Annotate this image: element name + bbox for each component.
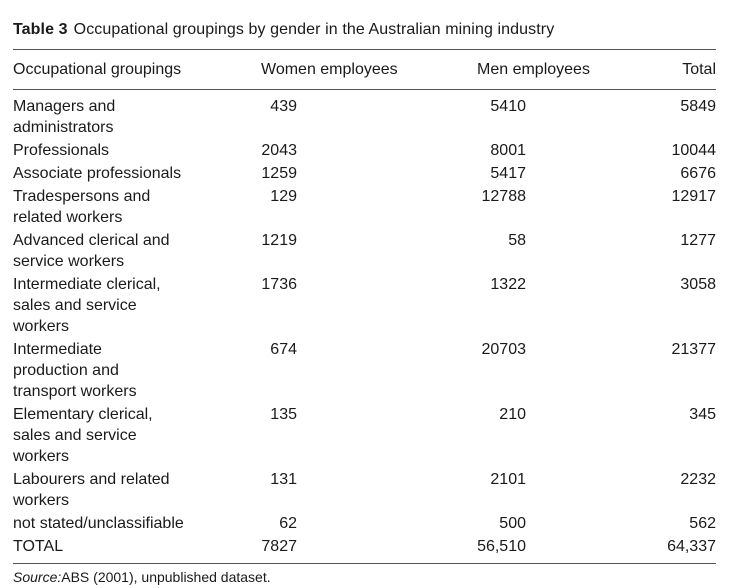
top-rule	[13, 49, 716, 50]
occupation-label: Professionals	[13, 140, 223, 161]
occupation-label-line: administrators	[13, 119, 114, 136]
table-source: Source:ABS (2001), unpublished dataset.	[13, 569, 271, 585]
men-value: 2101	[490, 471, 526, 488]
occupation-label-line: Associate professionals	[13, 165, 182, 182]
occupation-label-line: Tradespersons and	[13, 188, 151, 205]
occupation-label: Intermediate production and transport work…	[13, 339, 223, 402]
occupation-label-line: Intermediate	[13, 341, 102, 358]
occupation-label-line: transport workers	[13, 383, 137, 400]
table-row: Intermediate production and transport work…	[13, 339, 716, 402]
table-row: Associate professionals 1259 5417 6676	[13, 163, 716, 184]
table-number: Table 3	[13, 21, 68, 38]
occupation-label-line: Professionals	[13, 142, 110, 159]
men-value: 12788	[481, 188, 527, 205]
occupation-label-line: Elementary clerical,	[13, 406, 153, 423]
men-value: 58	[508, 232, 526, 249]
occupation-label: not stated/unclassifiable	[13, 513, 223, 534]
table-caption: Table 3 Occupational groupings by gender …	[13, 21, 554, 39]
women-value: 1259	[261, 165, 297, 182]
table-row: Elementary clerical, sales and service wor…	[13, 404, 716, 467]
occupation-label-line: workers	[13, 492, 70, 509]
women-value: 1219	[261, 232, 297, 249]
men-value: 500	[499, 515, 526, 532]
table-row: Tradespersons and related workers 129 12788…	[13, 186, 716, 228]
occupation-label: Intermediate clerical, sales and service w…	[13, 274, 223, 337]
men-value: 210	[499, 406, 526, 423]
men-value: 5417	[490, 165, 526, 182]
total-value: 6676	[680, 165, 716, 182]
occupation-label-line: sales and service	[13, 297, 137, 314]
total-value: 3058	[680, 276, 716, 293]
occupation-label-line: production and	[13, 362, 119, 379]
occupation-label-line: sales and service	[13, 427, 137, 444]
total-value: 10044	[671, 142, 717, 159]
women-value: 135	[270, 406, 297, 423]
occupation-label-line: TOTAL	[13, 538, 64, 555]
men-value: 8001	[490, 142, 526, 159]
occupation-label: Tradespersons and related workers	[13, 186, 223, 228]
table-row: Professionals 2043 8001 10044	[13, 140, 716, 161]
occupation-label: Associate professionals	[13, 163, 223, 184]
table-row: Managers and administrators 439 5410 5849	[13, 96, 716, 138]
women-value: 1736	[261, 276, 297, 293]
header-occupational-groupings: Occupational groupings	[13, 61, 182, 78]
occupation-label-line: Labourers and related	[13, 471, 170, 488]
men-value: 56,510	[477, 538, 526, 555]
table-row: Intermediate clerical, sales and service w…	[13, 274, 716, 337]
occupation-label-line: Intermediate clerical,	[13, 276, 161, 293]
total-value: 1277	[680, 232, 716, 249]
total-value: 345	[689, 406, 716, 423]
occupation-label: Elementary clerical, sales and service wor…	[13, 404, 223, 467]
total-value: 21377	[671, 341, 717, 358]
occupation-label: TOTAL	[13, 536, 223, 557]
women-value: 62	[279, 515, 297, 532]
table-row: TOTAL 7827 56,510 64,337	[13, 536, 716, 557]
men-value: 20703	[481, 341, 527, 358]
source-text: ABS (2001), unpublished dataset.	[61, 569, 271, 585]
occupation-label-line: service workers	[13, 253, 125, 270]
occupation-label: Advanced clerical and service workers	[13, 230, 223, 272]
total-value: 12917	[671, 188, 717, 205]
occupation-label: Labourers and related workers	[13, 469, 223, 511]
men-value: 5410	[490, 98, 526, 115]
women-value: 131	[270, 471, 297, 488]
total-value: 64,337	[667, 538, 716, 555]
source-label: Source:	[13, 569, 62, 585]
occupation-label-line: workers	[13, 448, 70, 465]
total-value: 562	[689, 515, 716, 532]
table-title: Occupational groupings by gender in the …	[73, 21, 555, 38]
total-value: 5849	[680, 98, 716, 115]
occupation-label-line: Managers and	[13, 98, 116, 115]
table-body: Managers and administrators 439 5410 5849 Pro…	[13, 96, 716, 559]
occupation-label-line: Advanced clerical and	[13, 232, 170, 249]
bottom-rule	[13, 563, 716, 564]
header-men-employees: Men employees	[477, 61, 590, 78]
women-value: 674	[270, 341, 297, 358]
occupation-label-line: workers	[13, 318, 70, 335]
occupation-label-line: not stated/unclassifiable	[13, 515, 184, 532]
women-value: 2043	[261, 142, 297, 159]
occupation-label: Managers and administrators	[13, 96, 223, 138]
table-row: not stated/unclassifiable 62 500 562	[13, 513, 716, 534]
women-value: 439	[270, 98, 297, 115]
header-women-employees: Women employees	[261, 61, 398, 78]
women-value: 129	[270, 188, 297, 205]
women-value: 7827	[261, 538, 297, 555]
header-rule	[13, 89, 716, 90]
header-total: Total	[682, 61, 716, 78]
table-row: Advanced clerical and service workers 1219…	[13, 230, 716, 272]
occupation-label-line: related workers	[13, 209, 123, 226]
men-value: 1322	[490, 276, 526, 293]
table-row: Labourers and related workers 131 2101 2232	[13, 469, 716, 511]
total-value: 2232	[680, 471, 716, 488]
